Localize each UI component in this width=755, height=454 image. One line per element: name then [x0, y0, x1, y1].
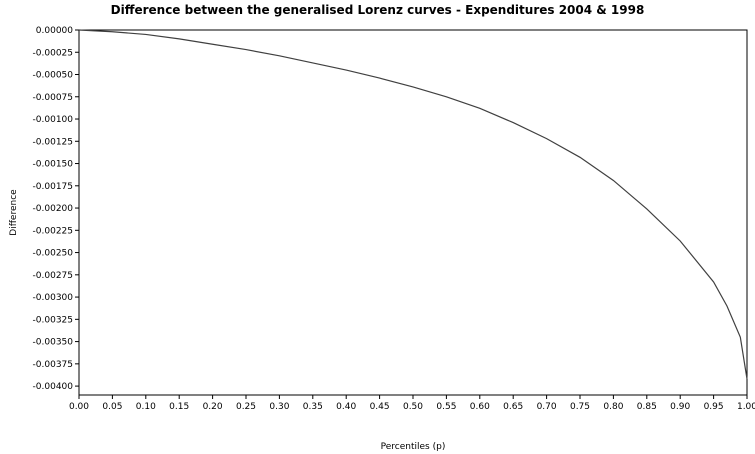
y-tick-label: -0.00100 — [33, 115, 74, 125]
y-tick-label: -0.00225 — [33, 226, 73, 236]
x-tick-label: 0.45 — [370, 402, 390, 412]
x-tick-label: 0.55 — [436, 402, 456, 412]
x-tick-label: 0.65 — [503, 402, 523, 412]
x-tick-label: 0.85 — [637, 402, 657, 412]
y-tick-label: -0.00050 — [33, 71, 74, 81]
series-layer — [78, 29, 748, 380]
y-tick-label: -0.00075 — [33, 93, 73, 103]
y-tick-label: -0.00400 — [33, 382, 74, 392]
x-tick-label: 0.80 — [603, 402, 623, 412]
x-tick-label: 0.50 — [403, 402, 423, 412]
x-tick-label: 0.25 — [236, 402, 256, 412]
y-tick-label: -0.00325 — [33, 315, 73, 325]
x-tick-label: 0.75 — [570, 402, 590, 412]
x-tick-label: 0.10 — [136, 402, 156, 412]
series-line-0 — [78, 29, 748, 380]
x-tick-label: 0.00 — [69, 402, 89, 412]
x-tick-label: 1.00 — [737, 402, 755, 412]
y-tick-label: -0.00025 — [33, 48, 73, 58]
x-tick-label: 0.60 — [470, 402, 490, 412]
y-tick-label: -0.00150 — [33, 160, 74, 170]
y-tick-label: -0.00275 — [33, 271, 73, 281]
x-tick-label: 0.15 — [169, 402, 189, 412]
y-axis-label: Difference — [9, 189, 19, 236]
x-tick-label: 0.20 — [203, 402, 223, 412]
y-tick-label: -0.00350 — [33, 338, 74, 348]
x-tick-label: 0.35 — [303, 402, 323, 412]
y-tick-label: 0.00000 — [36, 26, 73, 36]
y-tick-label: -0.00250 — [33, 249, 74, 259]
y-tick-label: -0.00200 — [33, 204, 74, 214]
x-tick-label: 0.70 — [537, 402, 557, 412]
plot-frame — [78, 29, 748, 396]
x-tick-label: 0.40 — [336, 402, 356, 412]
y-tick-label: -0.00300 — [33, 293, 74, 303]
x-tick-label: 0.05 — [102, 402, 122, 412]
x-axis-label: Percentiles (p) — [381, 442, 446, 452]
x-tick-label: 0.30 — [269, 402, 289, 412]
x-axis-ticks: 0.00 0.05 0.10 0.15 0.20 0.25 0.30 0.35 0.40 0.45… — [69, 395, 755, 412]
y-tick-label: -0.00175 — [33, 182, 73, 192]
y-axis-ticks: 0.00000 -0.00025 -0.00050 -0.00075 -0.00100 -… — [33, 26, 79, 392]
x-tick-label: 0.90 — [670, 402, 690, 412]
y-tick-label: -0.00375 — [33, 360, 73, 370]
x-tick-label: 0.95 — [704, 402, 724, 412]
chart-title: Difference between the generalised Loren… — [110, 3, 645, 17]
y-tick-label: -0.00125 — [33, 137, 73, 147]
